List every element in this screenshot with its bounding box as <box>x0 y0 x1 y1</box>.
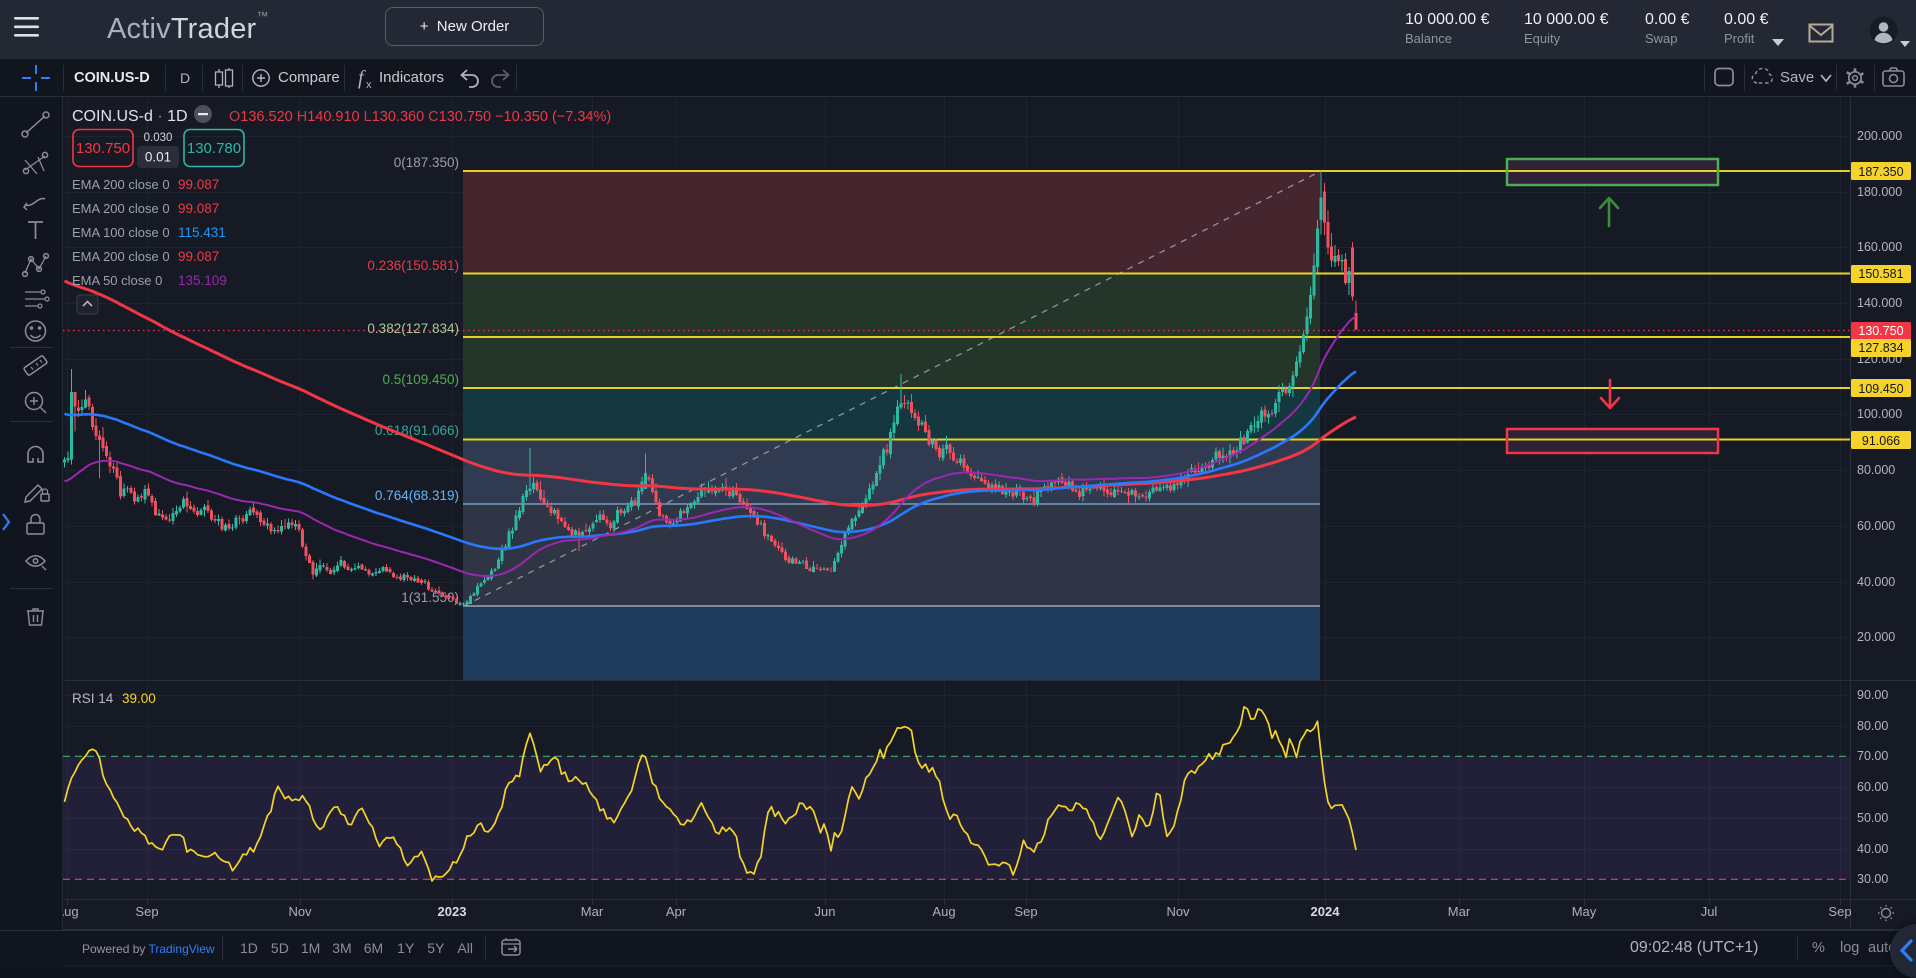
svg-text:160.000: 160.000 <box>1857 240 1902 254</box>
svg-text:f: f <box>358 67 366 89</box>
svg-text:30.00: 30.00 <box>1857 872 1888 886</box>
svg-text:140.000: 140.000 <box>1857 296 1902 310</box>
svg-text:O136.520 H140.910 L130.360 C13: O136.520 H140.910 L130.360 C130.750 −10.… <box>229 109 611 125</box>
svg-text:0.618(91.066): 0.618(91.066) <box>375 423 459 438</box>
svg-text:Aug: Aug <box>63 904 79 919</box>
svg-text:90.00: 90.00 <box>1857 688 1888 702</box>
svg-text:200.000: 200.000 <box>1857 129 1902 143</box>
svg-text:1(31.550): 1(31.550) <box>401 590 459 605</box>
svg-text:99.087: 99.087 <box>178 201 219 216</box>
svg-text:70.00: 70.00 <box>1857 749 1888 763</box>
svg-text:Mar: Mar <box>1448 904 1471 919</box>
svg-text:0.5(109.450): 0.5(109.450) <box>382 372 459 387</box>
svg-text:Sep: Sep <box>135 904 158 919</box>
svg-text:180.000: 180.000 <box>1857 185 1902 199</box>
svg-text:99.087: 99.087 <box>178 177 219 192</box>
svg-text:Nov: Nov <box>288 904 312 919</box>
svg-text:130.780: 130.780 <box>187 140 241 157</box>
svg-text:0.01: 0.01 <box>145 150 171 165</box>
svg-text:2024: 2024 <box>1311 904 1341 919</box>
svg-text:Nov: Nov <box>1166 904 1190 919</box>
svg-text:COIN.US-d · 1D: COIN.US-d · 1D <box>72 108 188 125</box>
svg-text:EMA 200 close 0: EMA 200 close 0 <box>72 249 170 264</box>
svg-text:60.00: 60.00 <box>1857 780 1888 794</box>
svg-text:0.764(68.319): 0.764(68.319) <box>375 488 459 503</box>
svg-text:80.00: 80.00 <box>1857 719 1888 733</box>
svg-text:EMA 50 close 0: EMA 50 close 0 <box>72 273 162 288</box>
svg-text:0.236(150.581): 0.236(150.581) <box>367 258 459 273</box>
svg-text:20.000: 20.000 <box>1857 630 1895 644</box>
svg-text:187.350: 187.350 <box>1858 165 1903 179</box>
svg-text:109.450: 109.450 <box>1858 382 1903 396</box>
svg-text:2023: 2023 <box>438 904 467 919</box>
svg-text:EMA 200 close 0: EMA 200 close 0 <box>72 201 170 216</box>
svg-text:40.000: 40.000 <box>1857 575 1895 589</box>
svg-text:Mar: Mar <box>581 904 604 919</box>
svg-text:0.030: 0.030 <box>144 132 173 144</box>
svg-text:Aug: Aug <box>932 904 955 919</box>
svg-text:115.431: 115.431 <box>178 225 226 240</box>
svg-text:135.109: 135.109 <box>178 273 227 288</box>
svg-text:127.834: 127.834 <box>1858 341 1903 355</box>
svg-text:0(187.350): 0(187.350) <box>394 155 459 170</box>
svg-text:80.000: 80.000 <box>1857 463 1895 477</box>
svg-text:50.00: 50.00 <box>1857 811 1888 825</box>
svg-text:Sep: Sep <box>1828 904 1851 919</box>
svg-text:Jul: Jul <box>1701 904 1718 919</box>
svg-text:91.066: 91.066 <box>1862 434 1900 448</box>
svg-text:0.382(127.834): 0.382(127.834) <box>367 321 459 336</box>
svg-text:130.750: 130.750 <box>1858 324 1903 338</box>
svg-text:40.00: 40.00 <box>1857 842 1888 856</box>
svg-text:Apr: Apr <box>666 904 687 919</box>
svg-text:100.000: 100.000 <box>1857 407 1902 421</box>
svg-text:x: x <box>366 79 372 91</box>
svg-text:130.750: 130.750 <box>76 140 130 157</box>
svg-text:150.581: 150.581 <box>1858 267 1903 281</box>
svg-text:May: May <box>1572 904 1597 919</box>
svg-text:99.087: 99.087 <box>178 249 219 264</box>
svg-text:Jun: Jun <box>815 904 836 919</box>
svg-text:EMA 100 close 0: EMA 100 close 0 <box>72 225 170 240</box>
svg-text:39.00: 39.00 <box>122 691 156 706</box>
svg-text:EMA 200 close 0: EMA 200 close 0 <box>72 177 170 192</box>
svg-text:RSI 14: RSI 14 <box>72 691 114 706</box>
svg-text:Sep: Sep <box>1014 904 1037 919</box>
svg-text:60.000: 60.000 <box>1857 519 1895 533</box>
